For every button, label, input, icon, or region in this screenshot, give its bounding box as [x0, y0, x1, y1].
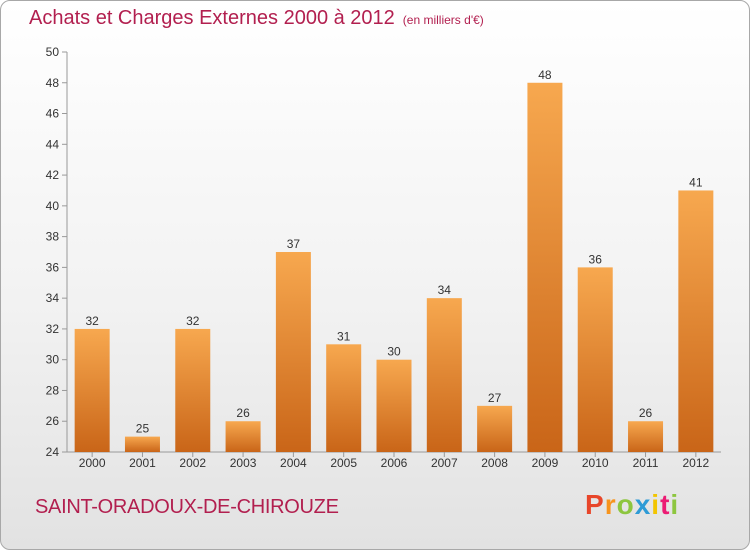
y-tick-label: 40	[46, 199, 60, 213]
x-tick-label-2008: 2008	[481, 456, 508, 470]
data-label-2009: 48	[538, 68, 552, 82]
x-tick-label-2003: 2003	[230, 456, 257, 470]
logo-letter: i	[651, 489, 661, 520]
data-label-2006: 30	[387, 345, 401, 359]
y-tick-label: 24	[46, 445, 60, 459]
x-tick-label-2001: 2001	[129, 456, 156, 470]
x-tick-label-2006: 2006	[381, 456, 408, 470]
bar-2004	[275, 252, 311, 452]
commune-name: SAINT-ORADOUX-DE-CHIROUZE	[35, 496, 339, 518]
data-label-2005: 31	[337, 329, 351, 343]
bar-2010	[577, 267, 613, 452]
x-tick-label-2002: 2002	[179, 456, 206, 470]
logo-letter: x	[634, 489, 652, 520]
y-tick-label: 44	[46, 137, 60, 151]
y-tick-label: 32	[46, 322, 60, 336]
logo-letter: P	[585, 489, 605, 520]
y-tick-label: 26	[46, 414, 60, 428]
x-tick-label-2010: 2010	[582, 456, 609, 470]
data-label-2007: 34	[438, 283, 452, 297]
data-label-2001: 25	[136, 422, 150, 436]
bars: 32 2000 25 2001 32 2002 26 2003 37 2004 31 2005 30 20…	[74, 68, 714, 470]
chart-title-main: Achats et Charges Externes 2000 à 2012	[29, 7, 395, 29]
logo-letter: r	[604, 489, 617, 520]
x-tick-label-2007: 2007	[431, 456, 458, 470]
chart-title: Achats et Charges Externes 2000 à 2012 (e…	[29, 7, 484, 30]
data-label-2004: 37	[287, 237, 301, 251]
bar-2002	[175, 328, 211, 452]
bar-2005	[326, 344, 362, 452]
bar-2006	[376, 359, 412, 452]
proxiti-logo: Proxiti	[585, 489, 679, 521]
data-label-2002: 32	[186, 314, 200, 328]
y-tick-label: 30	[46, 353, 60, 367]
bar-2008	[477, 405, 513, 452]
y-tick-label: 36	[46, 260, 60, 274]
y-tick-label: 38	[46, 230, 60, 244]
data-label-2011: 26	[639, 406, 653, 420]
logo-letter: t	[660, 489, 671, 520]
bar-2000	[74, 328, 110, 452]
logo-letter: o	[616, 489, 635, 520]
data-label-2003: 26	[236, 406, 250, 420]
logo-letter: i	[670, 489, 680, 520]
chart-unit: (en milliers d'€)	[402, 13, 484, 27]
x-tick-label-2000: 2000	[79, 456, 106, 470]
bar-2007	[426, 298, 462, 452]
x-tick-label-2012: 2012	[682, 456, 709, 470]
y-tick-label: 50	[46, 45, 60, 59]
y-tick-label: 34	[46, 291, 60, 305]
data-label-2012: 41	[689, 175, 703, 189]
data-label-2010: 36	[589, 252, 603, 266]
x-tick-label-2009: 2009	[532, 456, 559, 470]
y-tick-label: 28	[46, 383, 60, 397]
x-tick-label-2011: 2011	[633, 456, 659, 470]
y-tick-label: 48	[46, 76, 60, 90]
y-tick-label: 42	[46, 168, 60, 182]
data-label-2000: 32	[85, 314, 99, 328]
bar-2012	[678, 190, 714, 452]
x-tick-label-2004: 2004	[280, 456, 307, 470]
bar-2003	[225, 421, 261, 452]
bar-2011	[628, 421, 664, 452]
bar-2001	[124, 436, 160, 452]
y-tick-label: 46	[46, 107, 60, 121]
x-tick-label-2005: 2005	[330, 456, 357, 470]
bar-2009	[527, 82, 563, 453]
data-label-2008: 27	[488, 391, 502, 405]
